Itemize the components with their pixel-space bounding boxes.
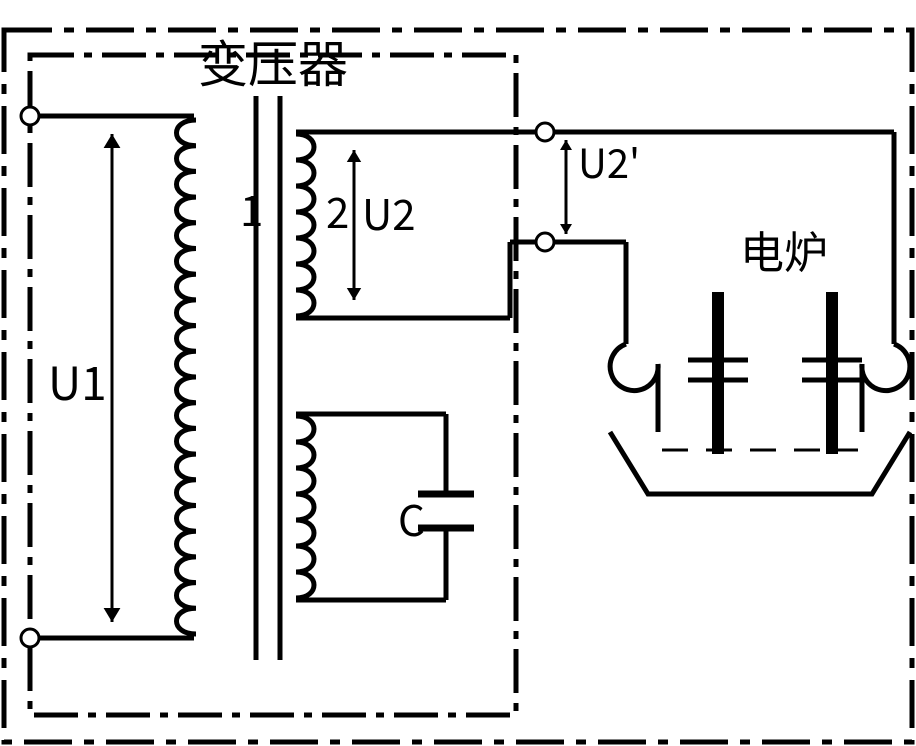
label-core1: 1 <box>240 178 263 239</box>
terminal-left_bot <box>21 629 39 647</box>
secondary-coil-upper <box>296 134 314 316</box>
terminal-left_top <box>21 107 39 125</box>
furnace-hook-left <box>610 344 658 391</box>
furnace-basin <box>610 432 910 494</box>
u2-arrow-head-bot <box>347 288 361 300</box>
terminal-tap_top <box>536 123 554 141</box>
label-U2: U2 <box>362 182 416 243</box>
label-core2: 2 <box>326 180 349 241</box>
primary-coil <box>177 120 197 634</box>
u1-arrow-head-bot <box>104 608 121 622</box>
circuit-diagram: 变压器电炉 U1 1 2U2 U2' C <box>0 0 916 746</box>
u2-arrow-head-top <box>347 150 361 162</box>
label-transformer: 变压器 <box>198 25 348 97</box>
furnace-hook-right <box>862 344 910 391</box>
u2p-arrow-head-top <box>560 140 572 150</box>
terminal-tap_bot <box>536 233 554 251</box>
secondary-coil-lower <box>296 416 314 598</box>
outer-frame <box>4 30 912 742</box>
label-U2p: U2' <box>578 132 640 190</box>
u2p-arrow-head-bot <box>560 224 572 234</box>
label-furnace: 电炉 <box>740 217 828 281</box>
label-C: C <box>398 488 425 549</box>
label-U1: U1 <box>48 348 107 414</box>
u1-arrow-head-top <box>104 134 121 148</box>
